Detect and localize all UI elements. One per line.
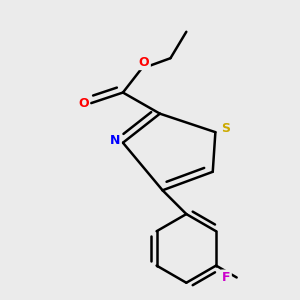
Text: S: S bbox=[221, 122, 230, 135]
Text: O: O bbox=[78, 97, 88, 110]
Text: F: F bbox=[222, 271, 230, 284]
Text: O: O bbox=[139, 56, 149, 69]
Text: N: N bbox=[110, 134, 120, 147]
